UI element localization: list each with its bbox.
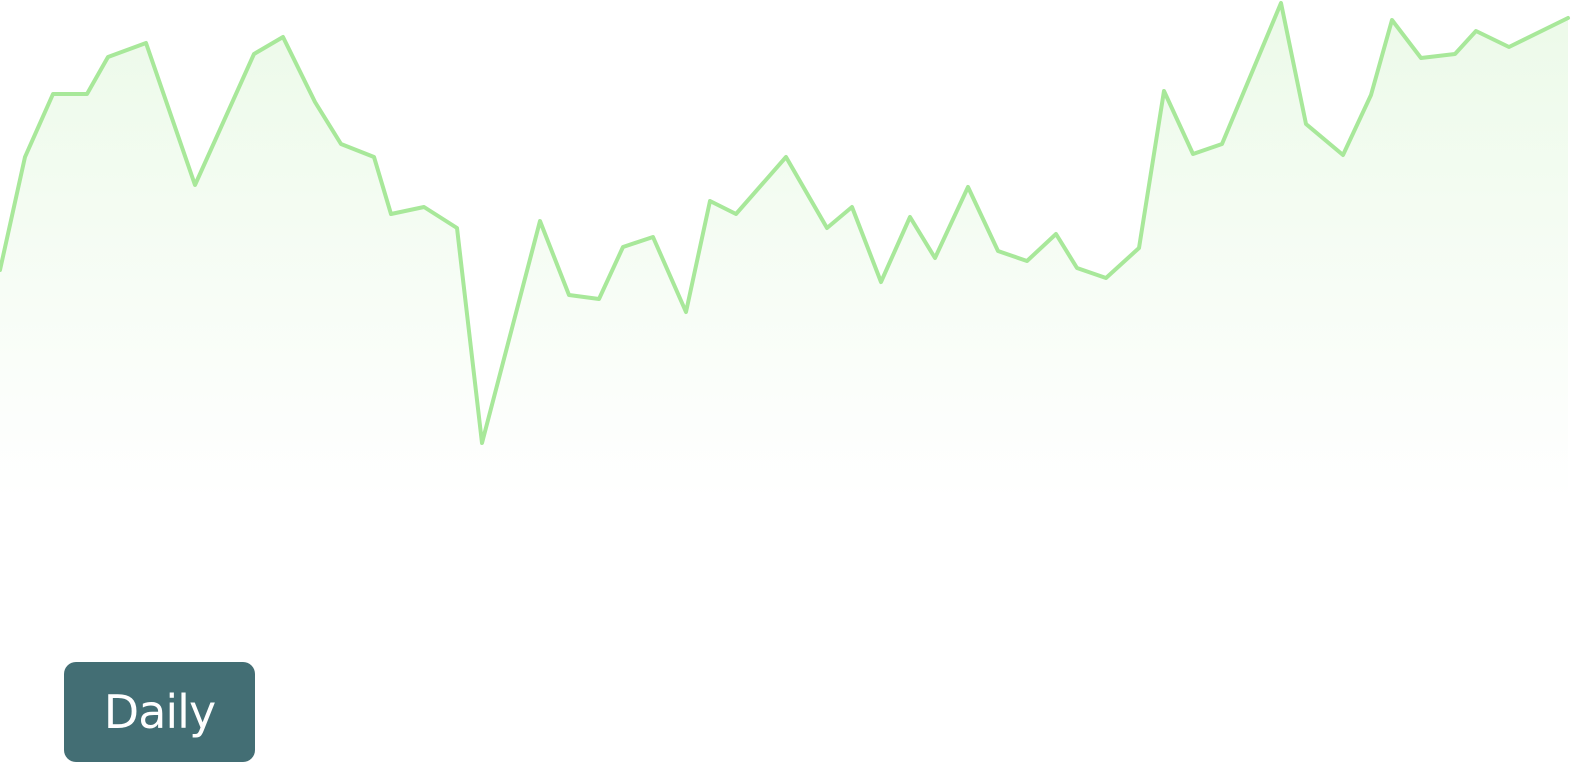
daily-button[interactable]: Daily: [64, 662, 255, 762]
line: [0, 1, 1570, 445]
area: [0, 3, 1568, 500]
